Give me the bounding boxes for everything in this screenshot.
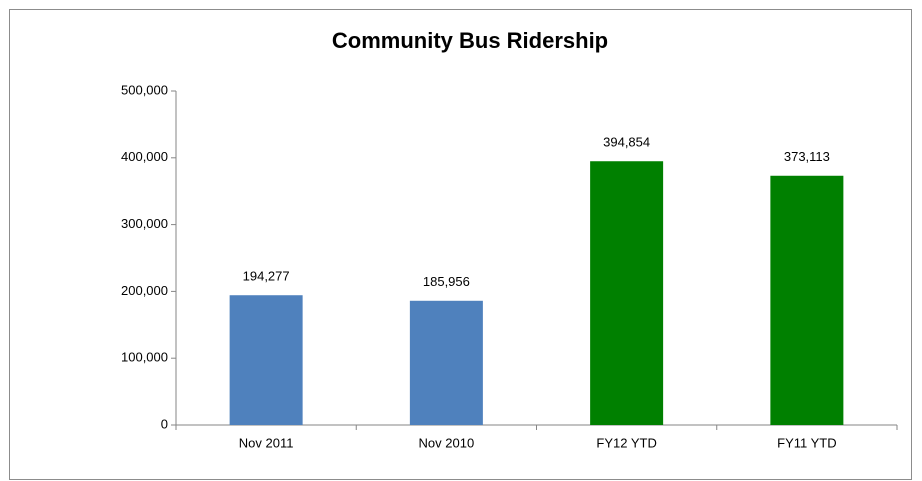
data-label: 394,854: [603, 135, 650, 150]
x-tick-label: Nov 2010: [419, 435, 475, 450]
bar: [409, 300, 483, 425]
y-tick-label: 100,000: [121, 350, 168, 365]
y-tick-label: 400,000: [121, 149, 168, 164]
y-tick-label: 300,000: [121, 216, 168, 231]
chart-title: Community Bus Ridership: [332, 28, 608, 53]
x-tick-label: FY12 YTD: [596, 435, 656, 450]
y-tick-label: 200,000: [121, 283, 168, 298]
data-label: 185,956: [423, 274, 470, 289]
y-tick-label: 500,000: [121, 82, 168, 97]
bar: [229, 295, 303, 425]
x-tick-label: Nov 2011: [239, 435, 294, 450]
bar: [590, 161, 664, 425]
bar: [770, 175, 844, 425]
y-tick-label: 0: [161, 416, 168, 431]
data-label: 373,113: [784, 149, 830, 164]
x-tick-label: FY11 YTD: [777, 435, 836, 450]
data-label: 194,277: [243, 269, 290, 284]
